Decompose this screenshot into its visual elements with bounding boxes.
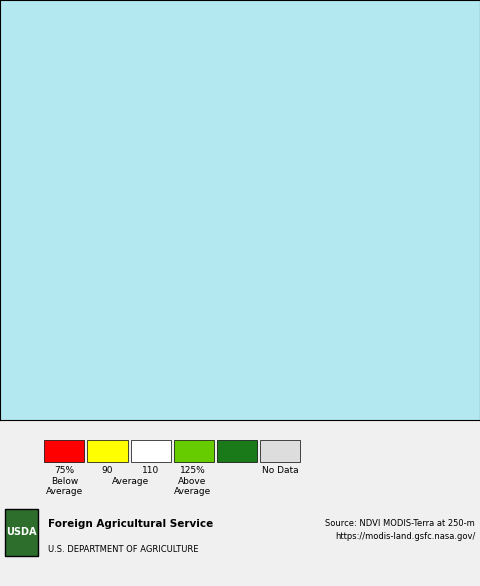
Text: No Data: No Data xyxy=(262,466,299,475)
Text: 125%: 125% xyxy=(180,466,205,475)
FancyBboxPatch shape xyxy=(87,440,128,462)
FancyBboxPatch shape xyxy=(131,440,171,462)
Text: USDA: USDA xyxy=(6,527,37,537)
FancyBboxPatch shape xyxy=(174,440,214,462)
FancyBboxPatch shape xyxy=(5,509,38,556)
FancyBboxPatch shape xyxy=(260,440,300,462)
Text: 110: 110 xyxy=(142,466,159,475)
Text: 75%: 75% xyxy=(54,466,74,475)
Text: Above: Above xyxy=(178,477,207,486)
FancyBboxPatch shape xyxy=(217,440,257,462)
Text: Average: Average xyxy=(174,487,211,496)
Text: Average: Average xyxy=(112,477,149,486)
Text: Source: NDVI MODIS-Terra at 250-m
https://modis-land.gsfc.nasa.gov/: Source: NDVI MODIS-Terra at 250-m https:… xyxy=(325,519,475,541)
FancyBboxPatch shape xyxy=(44,440,84,462)
Text: U.S. DEPARTMENT OF AGRICULTURE: U.S. DEPARTMENT OF AGRICULTURE xyxy=(48,546,199,554)
Text: Foreign Agricultural Service: Foreign Agricultural Service xyxy=(48,519,213,529)
Text: Below: Below xyxy=(51,477,78,486)
Text: Average: Average xyxy=(46,487,83,496)
Text: 90: 90 xyxy=(102,466,113,475)
